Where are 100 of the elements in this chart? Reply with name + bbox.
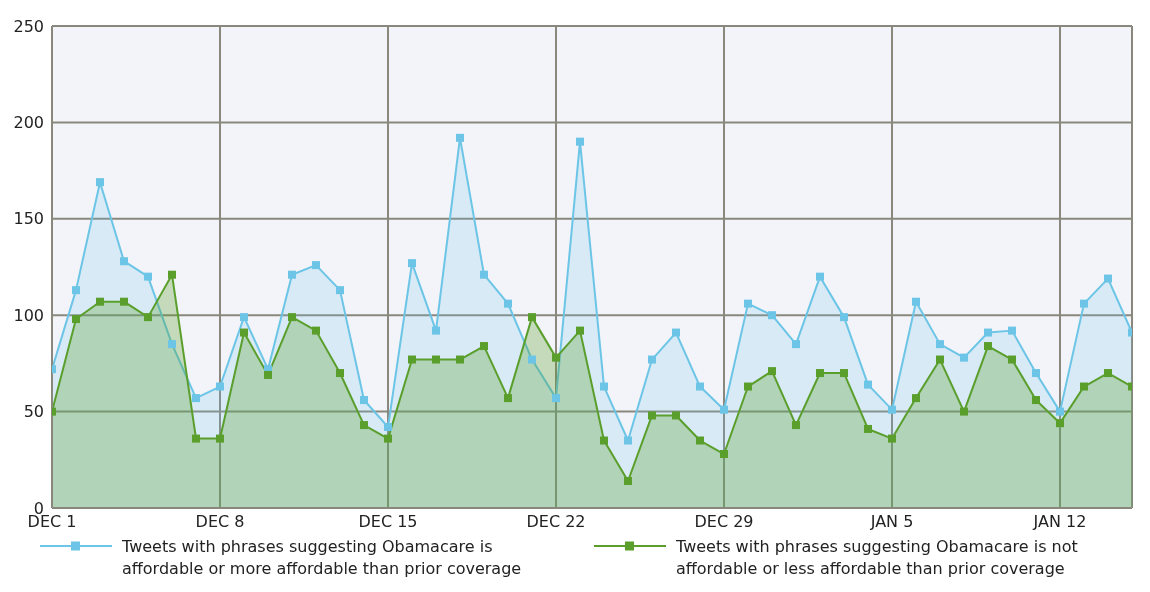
y-tick-label: 200: [13, 113, 44, 133]
point: [1056, 407, 1064, 416]
point: [432, 355, 440, 364]
point: [1032, 369, 1040, 378]
x-tick-label: JAN 12: [1032, 512, 1087, 532]
point: [1104, 274, 1112, 283]
point: [240, 328, 248, 337]
point: [840, 313, 848, 322]
point: [528, 355, 536, 364]
point: [888, 434, 896, 443]
point: [816, 369, 824, 378]
point: [432, 326, 440, 335]
point: [312, 261, 320, 270]
point: [672, 328, 680, 337]
point: [528, 313, 536, 322]
point: [120, 297, 128, 306]
point: [480, 342, 488, 351]
point: [696, 436, 704, 445]
point: [1080, 299, 1088, 308]
x-tick-label: DEC 15: [358, 512, 418, 532]
legend-label: Tweets with phrases suggesting Obamacare is not affordable or less affordable than prior coverage: [676, 536, 1079, 580]
point: [144, 272, 152, 281]
point: [912, 394, 920, 403]
point: [576, 326, 584, 335]
point: [360, 421, 368, 430]
point: [552, 394, 560, 403]
point: [600, 436, 608, 445]
point: [648, 411, 656, 420]
x-tick-label: JAN 5: [869, 512, 914, 532]
point: [768, 367, 776, 376]
point: [96, 178, 104, 187]
point: [624, 477, 632, 486]
point: [504, 299, 512, 308]
point: [336, 369, 344, 378]
point: [144, 313, 152, 322]
point: [792, 340, 800, 349]
point: [648, 355, 656, 364]
point: [840, 369, 848, 378]
point: [912, 297, 920, 306]
point: [408, 259, 416, 268]
point: [1104, 369, 1112, 378]
point: [168, 270, 176, 279]
point: [720, 450, 728, 459]
point: [288, 270, 296, 279]
point: [672, 411, 680, 420]
point: [456, 133, 464, 142]
point: [360, 396, 368, 405]
point: [192, 394, 200, 403]
point: [936, 355, 944, 364]
point: [576, 137, 584, 146]
point: [456, 355, 464, 364]
point: [960, 407, 968, 416]
point: [384, 423, 392, 432]
point: [288, 313, 296, 322]
legend-label: Tweets with phrases suggesting Obamacare is affordable or more affordable than prior coverage: [122, 536, 523, 580]
point: [408, 355, 416, 364]
point: [816, 272, 824, 281]
point: [240, 313, 248, 322]
point: [336, 286, 344, 295]
y-tick-label: 250: [13, 16, 44, 36]
point: [384, 434, 392, 443]
point: [1032, 396, 1040, 405]
x-tick-label: DEC 22: [526, 512, 586, 532]
point: [504, 394, 512, 403]
point: [1080, 382, 1088, 391]
point: [984, 342, 992, 351]
point: [120, 257, 128, 266]
point: [216, 434, 224, 443]
point: [72, 286, 80, 295]
point: [864, 380, 872, 389]
point: [720, 405, 728, 414]
point: [624, 436, 632, 445]
point: [312, 326, 320, 335]
point: [1008, 355, 1016, 364]
point: [72, 315, 80, 324]
point: [936, 340, 944, 349]
point: [888, 405, 896, 414]
point: [216, 382, 224, 391]
point: [168, 340, 176, 349]
point: [744, 299, 752, 308]
point: [96, 297, 104, 306]
point: [744, 382, 752, 391]
point: [264, 370, 272, 379]
point: [1056, 419, 1064, 428]
y-tick-label: 100: [13, 305, 44, 325]
point: [1008, 326, 1016, 335]
x-tick-label: DEC 8: [195, 512, 245, 532]
y-tick-label: 150: [13, 209, 44, 229]
point: [768, 311, 776, 320]
point: [960, 353, 968, 362]
point: [192, 434, 200, 443]
point: [480, 270, 488, 279]
point: [600, 382, 608, 391]
x-tick-label: DEC 29: [694, 512, 754, 532]
point: [864, 424, 872, 433]
point: [984, 328, 992, 337]
point: [792, 421, 800, 430]
point: [696, 382, 704, 391]
y-tick-label: 50: [23, 402, 44, 422]
point: [552, 353, 560, 362]
